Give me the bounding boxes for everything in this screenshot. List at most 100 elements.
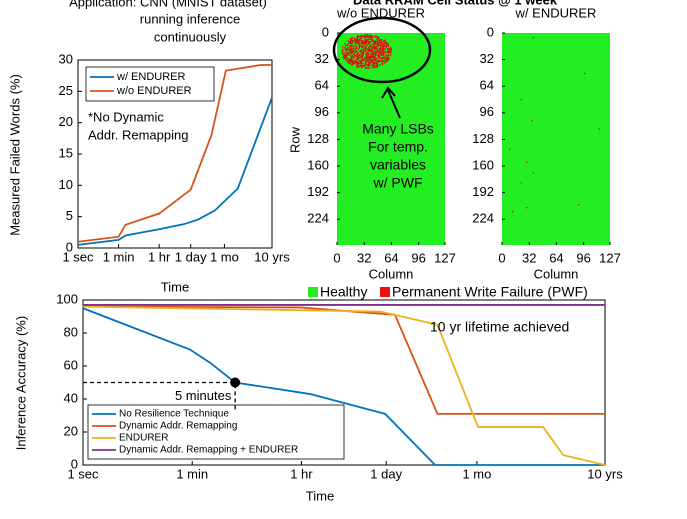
pwf-cell xyxy=(383,42,385,45)
pwf-cell xyxy=(372,61,375,64)
pwf-cell xyxy=(387,44,390,46)
pwf-cell xyxy=(352,61,354,63)
pwf-cell xyxy=(378,47,381,50)
x-tick-label: 1 mo xyxy=(462,466,491,481)
pwf-cell xyxy=(386,51,388,53)
pwf-cell xyxy=(342,53,345,55)
pwf-cell xyxy=(353,49,355,51)
pwf-cell xyxy=(372,46,375,48)
pwf-cell xyxy=(354,48,356,50)
pwf-cell xyxy=(360,55,363,57)
pwf-cell xyxy=(360,54,362,56)
annotation: w/ PWF xyxy=(373,175,423,191)
pwf-cell xyxy=(346,53,349,55)
pwf-cell xyxy=(356,37,359,39)
pwf-cell xyxy=(345,48,347,50)
pwf-cell xyxy=(364,34,367,36)
legend-label: w/o ENDURER xyxy=(116,85,192,97)
pwf-cell xyxy=(374,66,376,69)
y-tick-label: 80 xyxy=(64,324,78,339)
x-tick-label: 0 xyxy=(333,250,340,265)
pwf-cell xyxy=(364,37,366,40)
pwf-cell xyxy=(359,43,361,45)
x-tick-label: 32 xyxy=(357,250,371,265)
pwf-cell xyxy=(373,62,376,64)
pwf-cell xyxy=(361,65,363,68)
pwf-cell xyxy=(344,42,346,45)
pwf-cell xyxy=(381,44,383,46)
pwf-cell xyxy=(357,35,359,37)
pwf-cell xyxy=(348,52,350,54)
pwf-cell xyxy=(360,65,362,67)
pwf-cell xyxy=(385,54,387,56)
pwf-cell xyxy=(390,48,392,50)
pwf-cell xyxy=(365,59,367,61)
pwf-cell xyxy=(365,67,367,69)
pwf-cell xyxy=(374,56,376,58)
pwf-cell xyxy=(385,59,387,61)
pwf-cell xyxy=(367,60,369,62)
pwf-cell xyxy=(377,60,379,63)
pwf-cell xyxy=(372,46,374,48)
pwf-cell xyxy=(378,57,380,59)
pwf-cell xyxy=(373,58,375,60)
pwf-cell xyxy=(351,42,353,44)
figure-title: Data RRAM Cell Status @ 1 week xyxy=(353,0,558,7)
pwf-cell xyxy=(382,48,384,51)
pwf-cell xyxy=(362,65,365,67)
pwf-cell xyxy=(366,35,368,38)
pwf-cell xyxy=(346,60,348,62)
pwf-cell xyxy=(370,34,372,36)
pwf-cell xyxy=(385,42,388,45)
y-tick-label: 60 xyxy=(64,357,78,372)
pwf-cell xyxy=(376,64,378,67)
pwf-cell xyxy=(374,42,377,44)
pwf-cell xyxy=(371,48,373,51)
pwf-cell xyxy=(361,66,363,69)
pwf-cell xyxy=(382,60,384,62)
pwf-cell xyxy=(378,43,380,45)
pwf-cell xyxy=(358,56,360,58)
pwf-cell xyxy=(370,49,372,51)
pwf-cell xyxy=(369,58,371,60)
pwf-cell xyxy=(363,65,365,67)
pwf-cell xyxy=(375,58,377,60)
pwf-cell xyxy=(362,45,364,48)
pwf-cell xyxy=(375,57,378,60)
pwf-cell xyxy=(374,61,376,64)
pwf-cell xyxy=(372,63,374,66)
pwf-cell xyxy=(361,36,363,38)
pwf-cell xyxy=(378,49,380,52)
y-tick-label: 10 xyxy=(59,177,73,192)
pwf-cell xyxy=(385,58,387,60)
pwf-cell xyxy=(375,47,378,49)
pwf-cell xyxy=(350,41,352,43)
pwf-cell xyxy=(365,36,367,39)
pwf-cell xyxy=(375,63,377,66)
pwf-cell xyxy=(387,50,389,53)
pwf-cell xyxy=(532,37,534,39)
pwf-cell xyxy=(356,53,358,55)
pwf-cell xyxy=(386,60,388,62)
annotation: 10 yr lifetime achieved xyxy=(430,319,569,335)
y-tick-label: 100 xyxy=(56,291,78,306)
pwf-cell xyxy=(368,46,370,48)
pwf-cell xyxy=(354,39,357,41)
pwf-cell xyxy=(360,45,363,48)
pwf-cell xyxy=(371,40,374,42)
pwf-cell xyxy=(372,40,375,42)
pwf-cell xyxy=(377,44,379,46)
pwf-cell xyxy=(382,46,385,48)
pwf-cell xyxy=(379,49,381,52)
pwf-cell xyxy=(366,44,368,46)
pwf-cell xyxy=(355,46,358,48)
pwf-cell xyxy=(356,41,358,44)
y-tick-label: 160 xyxy=(307,157,329,172)
pwf-cell xyxy=(346,44,349,47)
pwf-cell xyxy=(356,64,359,66)
pwf-cell xyxy=(361,35,363,37)
pwf-cell xyxy=(352,62,355,64)
pwf-cell xyxy=(372,56,375,58)
pwf-cell xyxy=(365,42,367,45)
pwf-cell xyxy=(357,48,359,50)
